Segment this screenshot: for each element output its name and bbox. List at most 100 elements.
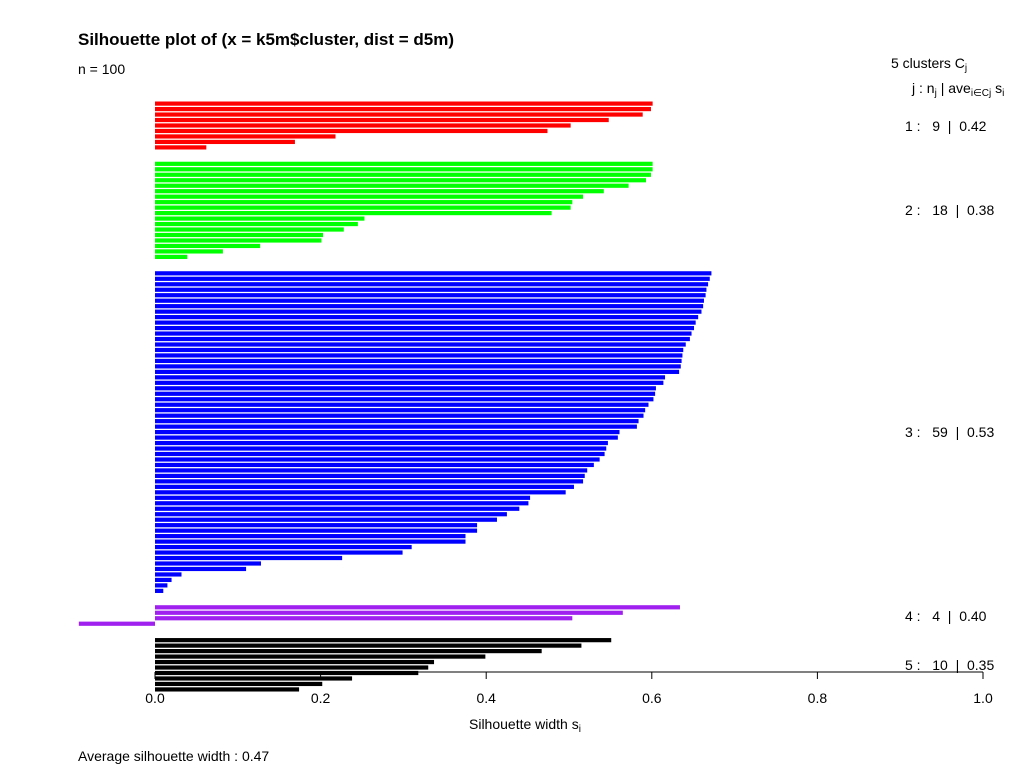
silhouette-bar-c2-9	[155, 205, 571, 210]
cluster-label-2: 2 : 18 | 0.38	[905, 202, 995, 219]
silhouette-bar-c3-34	[155, 451, 605, 457]
x-tick-label-6: 1.0	[973, 690, 993, 706]
silhouette-bar-c3-51	[155, 544, 412, 550]
silhouette-bar-c3-33	[155, 446, 607, 451]
silhouette-bar-c1-4	[155, 117, 609, 123]
silhouette-bar-c3-29	[155, 424, 637, 429]
silhouette-bar-c1-8	[155, 139, 295, 145]
silhouette-bar-c5-7	[155, 670, 419, 676]
silhouette-bar-c3-39	[155, 479, 584, 484]
silhouette-bar-c3-14	[155, 342, 686, 347]
silhouette-bar-c3-28	[155, 419, 639, 424]
silhouette-bar-c3-37	[155, 468, 588, 473]
silhouette-bar-c2-12	[155, 221, 358, 227]
silhouette-bar-c3-30	[155, 430, 620, 435]
silhouette-bar-c2-18	[155, 254, 188, 259]
silhouette-bar-c3-36	[155, 462, 594, 468]
x-tick-label-2: 0.2	[310, 690, 331, 706]
silhouette-bar-c3-53	[155, 555, 343, 561]
silhouette-bar-c5-4	[155, 654, 486, 659]
silhouette-bar-c3-42	[155, 495, 531, 500]
x-tick-label-5: 0.8	[807, 690, 828, 706]
silhouette-bar-c3-52	[155, 550, 403, 555]
silhouette-bar-c2-2	[155, 167, 653, 172]
x-axis-label: Silhouette width si	[469, 716, 581, 735]
silhouette-bar-c5-1	[155, 638, 612, 643]
silhouette-bar-c3-10	[155, 320, 696, 325]
silhouette-bar-c3-17	[155, 358, 682, 364]
silhouette-bar-c3-8	[155, 309, 702, 314]
x-tick-label-3: 0.4	[476, 690, 496, 706]
silhouette-bar-c5-5	[155, 659, 435, 665]
silhouette-bar-c2-3	[155, 172, 651, 177]
silhouette-bar-c3-48	[155, 528, 478, 533]
silhouette-bar-c3-32	[155, 440, 608, 446]
silhouette-bar-c3-45	[155, 512, 507, 517]
silhouette-bar-c3-58	[155, 583, 168, 588]
cluster-label-4: 4 : 4 | 0.40	[905, 607, 987, 624]
clusters-header: 5 clusters Cj	[891, 55, 968, 74]
silhouette-bar-c1-3	[155, 112, 643, 117]
silhouette-bar-c1-6	[155, 128, 548, 134]
silhouette-bar-c5-2	[155, 643, 582, 648]
silhouette-bar-c3-13	[155, 336, 690, 342]
silhouette-bar-c3-46	[155, 517, 497, 522]
silhouette-bar-c3-54	[155, 561, 261, 566]
silhouette-bar-c3-18	[155, 364, 681, 369]
silhouette-bar-c5-8	[155, 676, 353, 681]
silhouette-bar-c2-11	[155, 216, 365, 221]
silhouette-bar-c3-6	[155, 298, 704, 303]
silhouette-bar-c5-6	[155, 665, 429, 670]
silhouette-bar-c2-4	[155, 178, 647, 183]
silhouette-bar-c3-26	[155, 408, 646, 413]
silhouette-bar-c3-1	[155, 271, 712, 276]
clusters-subheader: j : nj | avei∈Cj si	[912, 80, 1005, 99]
silhouette-bar-c3-12	[155, 331, 692, 336]
silhouette-bar-c2-13	[155, 227, 344, 232]
silhouette-bar-c2-5	[155, 183, 629, 188]
x-tick-label-4: 0.6	[642, 690, 662, 706]
silhouette-bar-c3-16	[155, 353, 683, 358]
silhouette-bar-c2-7	[155, 194, 584, 199]
silhouette-bar-c3-5	[155, 293, 706, 298]
silhouette-bar-c1-2	[155, 106, 651, 112]
silhouette-bar-c4-3	[155, 616, 573, 621]
chart-title: Silhouette plot of (x = k5m$cluster, dis…	[78, 30, 454, 49]
silhouette-bar-c5-10	[155, 687, 300, 692]
average-silhouette-width: Average silhouette width : 0.47	[78, 748, 270, 764]
chart-subtitle: n = 100	[78, 61, 126, 77]
silhouette-bar-c3-44	[155, 506, 520, 511]
silhouette-bar-c2-14	[155, 232, 324, 238]
silhouette-bar-c3-24	[155, 397, 654, 402]
silhouette-bar-c3-31	[155, 435, 618, 440]
silhouette-bar-c2-17	[155, 249, 223, 254]
silhouette-bar-c3-3	[155, 282, 709, 287]
silhouette-bar-c3-20	[155, 375, 666, 380]
silhouette-bar-c3-7	[155, 304, 704, 309]
silhouette-bar-c3-19	[155, 369, 680, 374]
silhouette-bar-c3-27	[155, 413, 644, 418]
silhouette-bar-c4-4	[78, 621, 155, 626]
silhouette-bar-c2-10	[155, 211, 552, 216]
cluster-label-5: 5 : 10 | 0.35	[905, 656, 995, 673]
silhouette-bar-c3-35	[155, 457, 600, 462]
silhouette-bar-c3-55	[155, 566, 247, 572]
silhouette-bar-c2-1	[155, 161, 653, 166]
silhouette-bar-c3-57	[155, 577, 172, 583]
silhouette-bar-c3-50	[155, 539, 466, 544]
silhouette-bar-c3-43	[155, 501, 529, 506]
silhouette-bar-c3-59	[155, 588, 164, 593]
silhouette-bar-c3-38	[155, 473, 585, 478]
silhouette-bar-c5-9	[155, 681, 323, 687]
silhouette-bar-c3-4	[155, 287, 707, 292]
silhouette-bar-c3-41	[155, 490, 566, 495]
silhouette-bar-c1-1	[155, 101, 653, 106]
silhouette-bar-c5-3	[155, 649, 542, 654]
silhouette-bar-c1-9	[155, 145, 207, 150]
silhouette-bar-c2-16	[155, 243, 261, 249]
silhouette-bar-c3-47	[155, 523, 478, 528]
silhouette-bar-c3-40	[155, 484, 574, 489]
silhouette-bar-c3-11	[155, 325, 695, 331]
silhouette-bar-c3-49	[155, 534, 466, 539]
